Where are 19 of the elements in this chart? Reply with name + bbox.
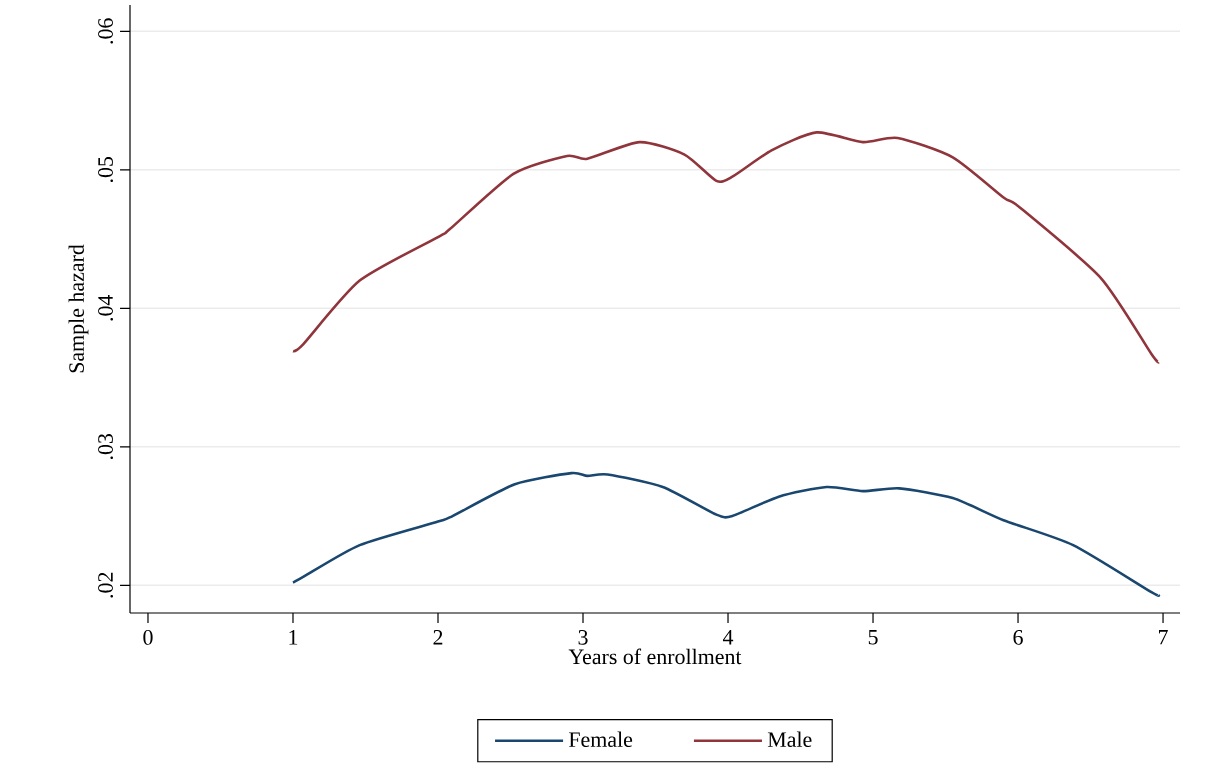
- y-tick-label: .06: [98, 18, 113, 44]
- x-tick-label: 1: [289, 630, 298, 645]
- x-tick-label: 4: [722, 630, 734, 645]
- x-tick-label: 3: [578, 630, 588, 645]
- legend-label: Male: [767, 731, 812, 748]
- x-axis-title: Years of enrollment: [568, 648, 742, 665]
- y-tick-label: .04: [98, 294, 113, 321]
- x-tick-label: 5: [868, 630, 878, 645]
- y-tick-label: .05: [98, 156, 113, 183]
- x-tick-label: 0: [143, 630, 153, 645]
- y-axis-title: Sample hazard: [68, 244, 89, 373]
- y-tick-label: .03: [98, 433, 113, 460]
- line-series: [291, 131, 1160, 364]
- x-tick-label: 2: [433, 630, 443, 645]
- legend-label: Female: [568, 731, 633, 748]
- line-series: [291, 471, 1160, 597]
- y-tick-label: .02: [98, 572, 113, 598]
- x-tick-label: 6: [1013, 630, 1023, 645]
- x-tick-label: 7: [1159, 630, 1168, 645]
